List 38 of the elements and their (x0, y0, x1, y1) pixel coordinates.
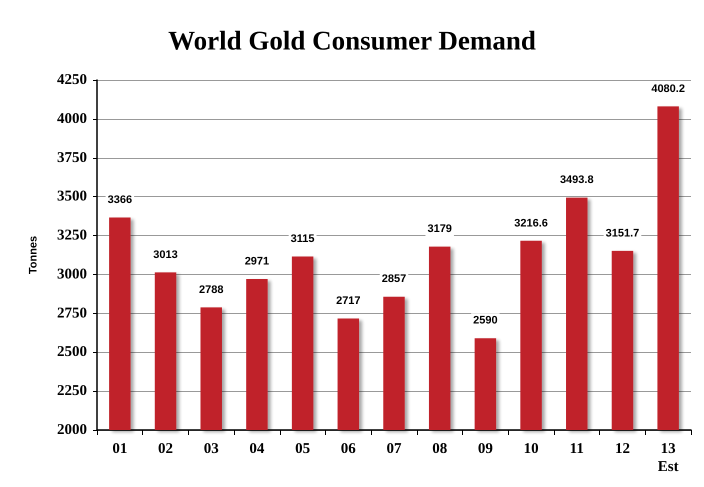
data-label: 3013 (153, 248, 178, 261)
y-tick-label: 4250 (57, 72, 87, 88)
y-tick-label: 3250 (57, 228, 87, 244)
x-tick-label: 07 (386, 441, 402, 457)
x-tick-label: 11 (570, 441, 584, 457)
y-axis-title: Tonnes (28, 236, 40, 274)
data-label: 2857 (382, 273, 406, 286)
y-tick-label: 2000 (57, 422, 87, 438)
y-tick-label: 3500 (57, 188, 87, 205)
x-tick-label: 03 (204, 441, 219, 457)
data-label: 3216.6 (514, 217, 548, 230)
data-label: 3366 (108, 194, 132, 206)
data-label: 4080.2 (651, 82, 685, 95)
data-label: 3493.8 (560, 174, 594, 186)
x-tick-label: 13 Est (658, 441, 679, 475)
data-label: 2788 (198, 284, 224, 296)
chart-title: World Gold Consumer Demand (168, 26, 536, 56)
x-tick-label: 04 (249, 441, 265, 457)
y-tick-label: 2250 (57, 383, 87, 400)
x-tick-label: 05 (295, 441, 310, 457)
y-tick-label: 3000 (57, 266, 87, 282)
x-tick-label: 01 (112, 441, 128, 457)
x-tick-label: 10 (524, 441, 539, 457)
data-label: 3151.7 (606, 227, 640, 240)
y-tick-label: 2500 (57, 344, 87, 360)
data-label: 2971 (244, 255, 270, 268)
x-tick-label: 12 (614, 441, 630, 457)
data-label: 3115 (290, 233, 315, 246)
y-tick-label: 4000 (57, 110, 87, 127)
y-tick-label: 3750 (57, 150, 87, 166)
data-label: 3179 (427, 223, 452, 236)
x-tick-label: 08 (432, 441, 448, 457)
data-label: 2590 (473, 314, 498, 327)
y-tick-label: 2750 (57, 305, 87, 322)
x-tick-label: 09 (478, 441, 493, 457)
x-tick-label: 06 (340, 441, 356, 457)
data-label: 2717 (336, 294, 361, 307)
x-tick-label: 02 (158, 441, 174, 457)
